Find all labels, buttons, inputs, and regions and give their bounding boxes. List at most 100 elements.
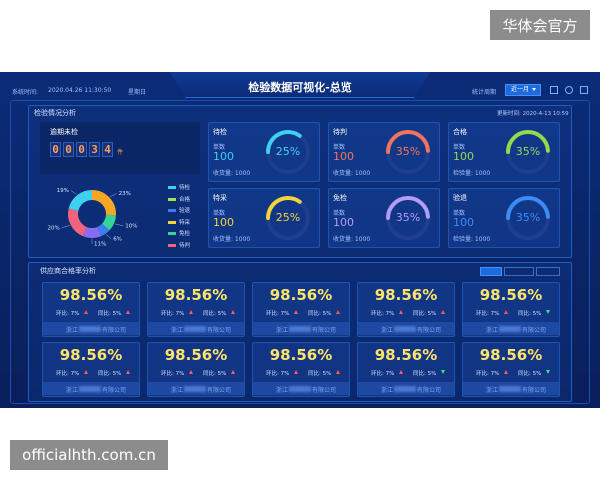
dropdown-caret[interactable] xyxy=(532,88,536,91)
tab[interactable] xyxy=(480,267,502,276)
donut-segment xyxy=(97,223,110,237)
graphic: 35% xyxy=(506,196,550,240)
stat-card xyxy=(328,122,440,182)
sub-label: 检验量: 1000 xyxy=(453,236,491,243)
card-name: 待判 xyxy=(333,128,347,136)
trend-arrow xyxy=(294,370,298,374)
trend-arrow xyxy=(336,310,340,314)
digit: 0 xyxy=(50,142,61,157)
yoy: 同比: 5% xyxy=(203,371,227,377)
card-name: 待检 xyxy=(213,128,227,136)
count: 100 xyxy=(213,216,234,229)
gauge-arc xyxy=(266,130,302,154)
leader-line xyxy=(105,234,112,239)
icon-settings[interactable] xyxy=(565,86,573,94)
company-redacted xyxy=(289,326,311,332)
company-prefix: 浙江 xyxy=(276,387,289,394)
donut-label: 23% xyxy=(119,191,131,197)
donut-label: 10% xyxy=(125,223,137,229)
trend-arrow xyxy=(231,370,235,374)
graphic: 35% xyxy=(386,196,430,240)
pass-rate: 98.56% xyxy=(59,286,123,304)
leader-line xyxy=(70,190,77,195)
company-redacted xyxy=(184,386,206,392)
leader-line xyxy=(114,223,124,227)
gauge-arc xyxy=(506,130,550,154)
mom: 环比: 7% xyxy=(161,311,185,317)
pass-rate: 98.56% xyxy=(374,286,438,304)
count-label: 单数 xyxy=(453,210,466,217)
gauge-arc xyxy=(266,196,302,220)
yoy: 同比: 5% xyxy=(308,311,332,317)
donut-segment xyxy=(68,190,93,212)
digit: 4 xyxy=(102,142,113,157)
donut-label: 19% xyxy=(57,188,69,194)
trend-arrow xyxy=(126,370,130,374)
legend-swatch xyxy=(168,232,176,235)
mom: 环比: 7% xyxy=(161,371,185,377)
trend-arrow xyxy=(231,310,235,314)
graphic: 23% 10% 6% 11% 20% 19% xyxy=(48,188,138,248)
digit: 0 xyxy=(76,142,87,157)
company-redacted xyxy=(394,386,416,392)
mom: 环比: 7% xyxy=(56,311,80,317)
company-prefix: 浙江 xyxy=(66,387,79,394)
icon-export[interactable] xyxy=(550,86,558,94)
company-suffix: 有限公司 xyxy=(207,387,232,394)
trend-arrow xyxy=(336,370,340,374)
gauge-arc xyxy=(386,196,430,220)
company-prefix: 浙江 xyxy=(171,327,184,334)
icon-fullscreen[interactable] xyxy=(580,86,588,94)
mom: 环比: 7% xyxy=(56,371,80,377)
gauge-label: 25% xyxy=(276,145,300,158)
company-suffix: 有限公司 xyxy=(312,387,337,394)
legend-swatch xyxy=(168,220,176,224)
company-prefix: 浙江 xyxy=(381,387,394,394)
trend-arrow xyxy=(189,370,193,374)
legend-swatch xyxy=(168,209,176,212)
panel-title: 检验情况分析 xyxy=(34,109,76,117)
trend-arrow xyxy=(441,370,445,374)
count: 100 xyxy=(333,150,354,163)
tab[interactable] xyxy=(536,267,560,276)
legend-swatch xyxy=(168,186,176,189)
donut-label: 6% xyxy=(113,236,122,242)
stat-card xyxy=(208,122,320,182)
gauge-label: 35% xyxy=(396,211,420,224)
pass-rate: 98.56% xyxy=(59,346,123,364)
graphic: 35% xyxy=(506,130,550,174)
legend-label: 特采 xyxy=(179,219,191,226)
stat-card xyxy=(448,122,560,182)
frame xyxy=(10,100,590,404)
count-label: 单数 xyxy=(213,210,226,217)
mom: 环比: 7% xyxy=(371,371,395,377)
legend-label: 待检 xyxy=(179,185,191,191)
pass-rate: 98.56% xyxy=(164,346,228,364)
count: 100 xyxy=(213,150,234,163)
company-prefix: 浙江 xyxy=(381,327,394,334)
company-suffix: 有限公司 xyxy=(417,387,442,394)
stat-card xyxy=(448,188,560,248)
company-redacted xyxy=(289,386,311,392)
count-label: 单数 xyxy=(333,144,346,151)
overdue-label: 逾期未检 xyxy=(50,128,78,136)
period-label: 统计周期 xyxy=(472,89,497,96)
period-dropdown[interactable]: 近一月 xyxy=(505,84,541,96)
card-name: 特采 xyxy=(213,194,227,202)
company-prefix: 浙江 xyxy=(486,327,499,334)
leader-line xyxy=(61,225,70,229)
legend-swatch xyxy=(168,197,176,201)
watermark: 华体会官方 xyxy=(490,10,590,40)
weekday: 星期日 xyxy=(128,89,147,96)
card-name: 合格 xyxy=(453,128,467,136)
sub-label: 收货量: 1000 xyxy=(213,236,251,243)
trend-arrow xyxy=(126,310,130,314)
legend-label: 验退 xyxy=(179,208,191,214)
yoy: 同比: 5% xyxy=(203,311,227,317)
system-time: 2020.04.26 11:30:50 xyxy=(48,87,112,94)
yoy: 同比: 5% xyxy=(413,371,437,377)
trend-arrow xyxy=(546,310,550,314)
tab[interactable] xyxy=(504,267,534,276)
company-suffix: 有限公司 xyxy=(417,327,442,334)
